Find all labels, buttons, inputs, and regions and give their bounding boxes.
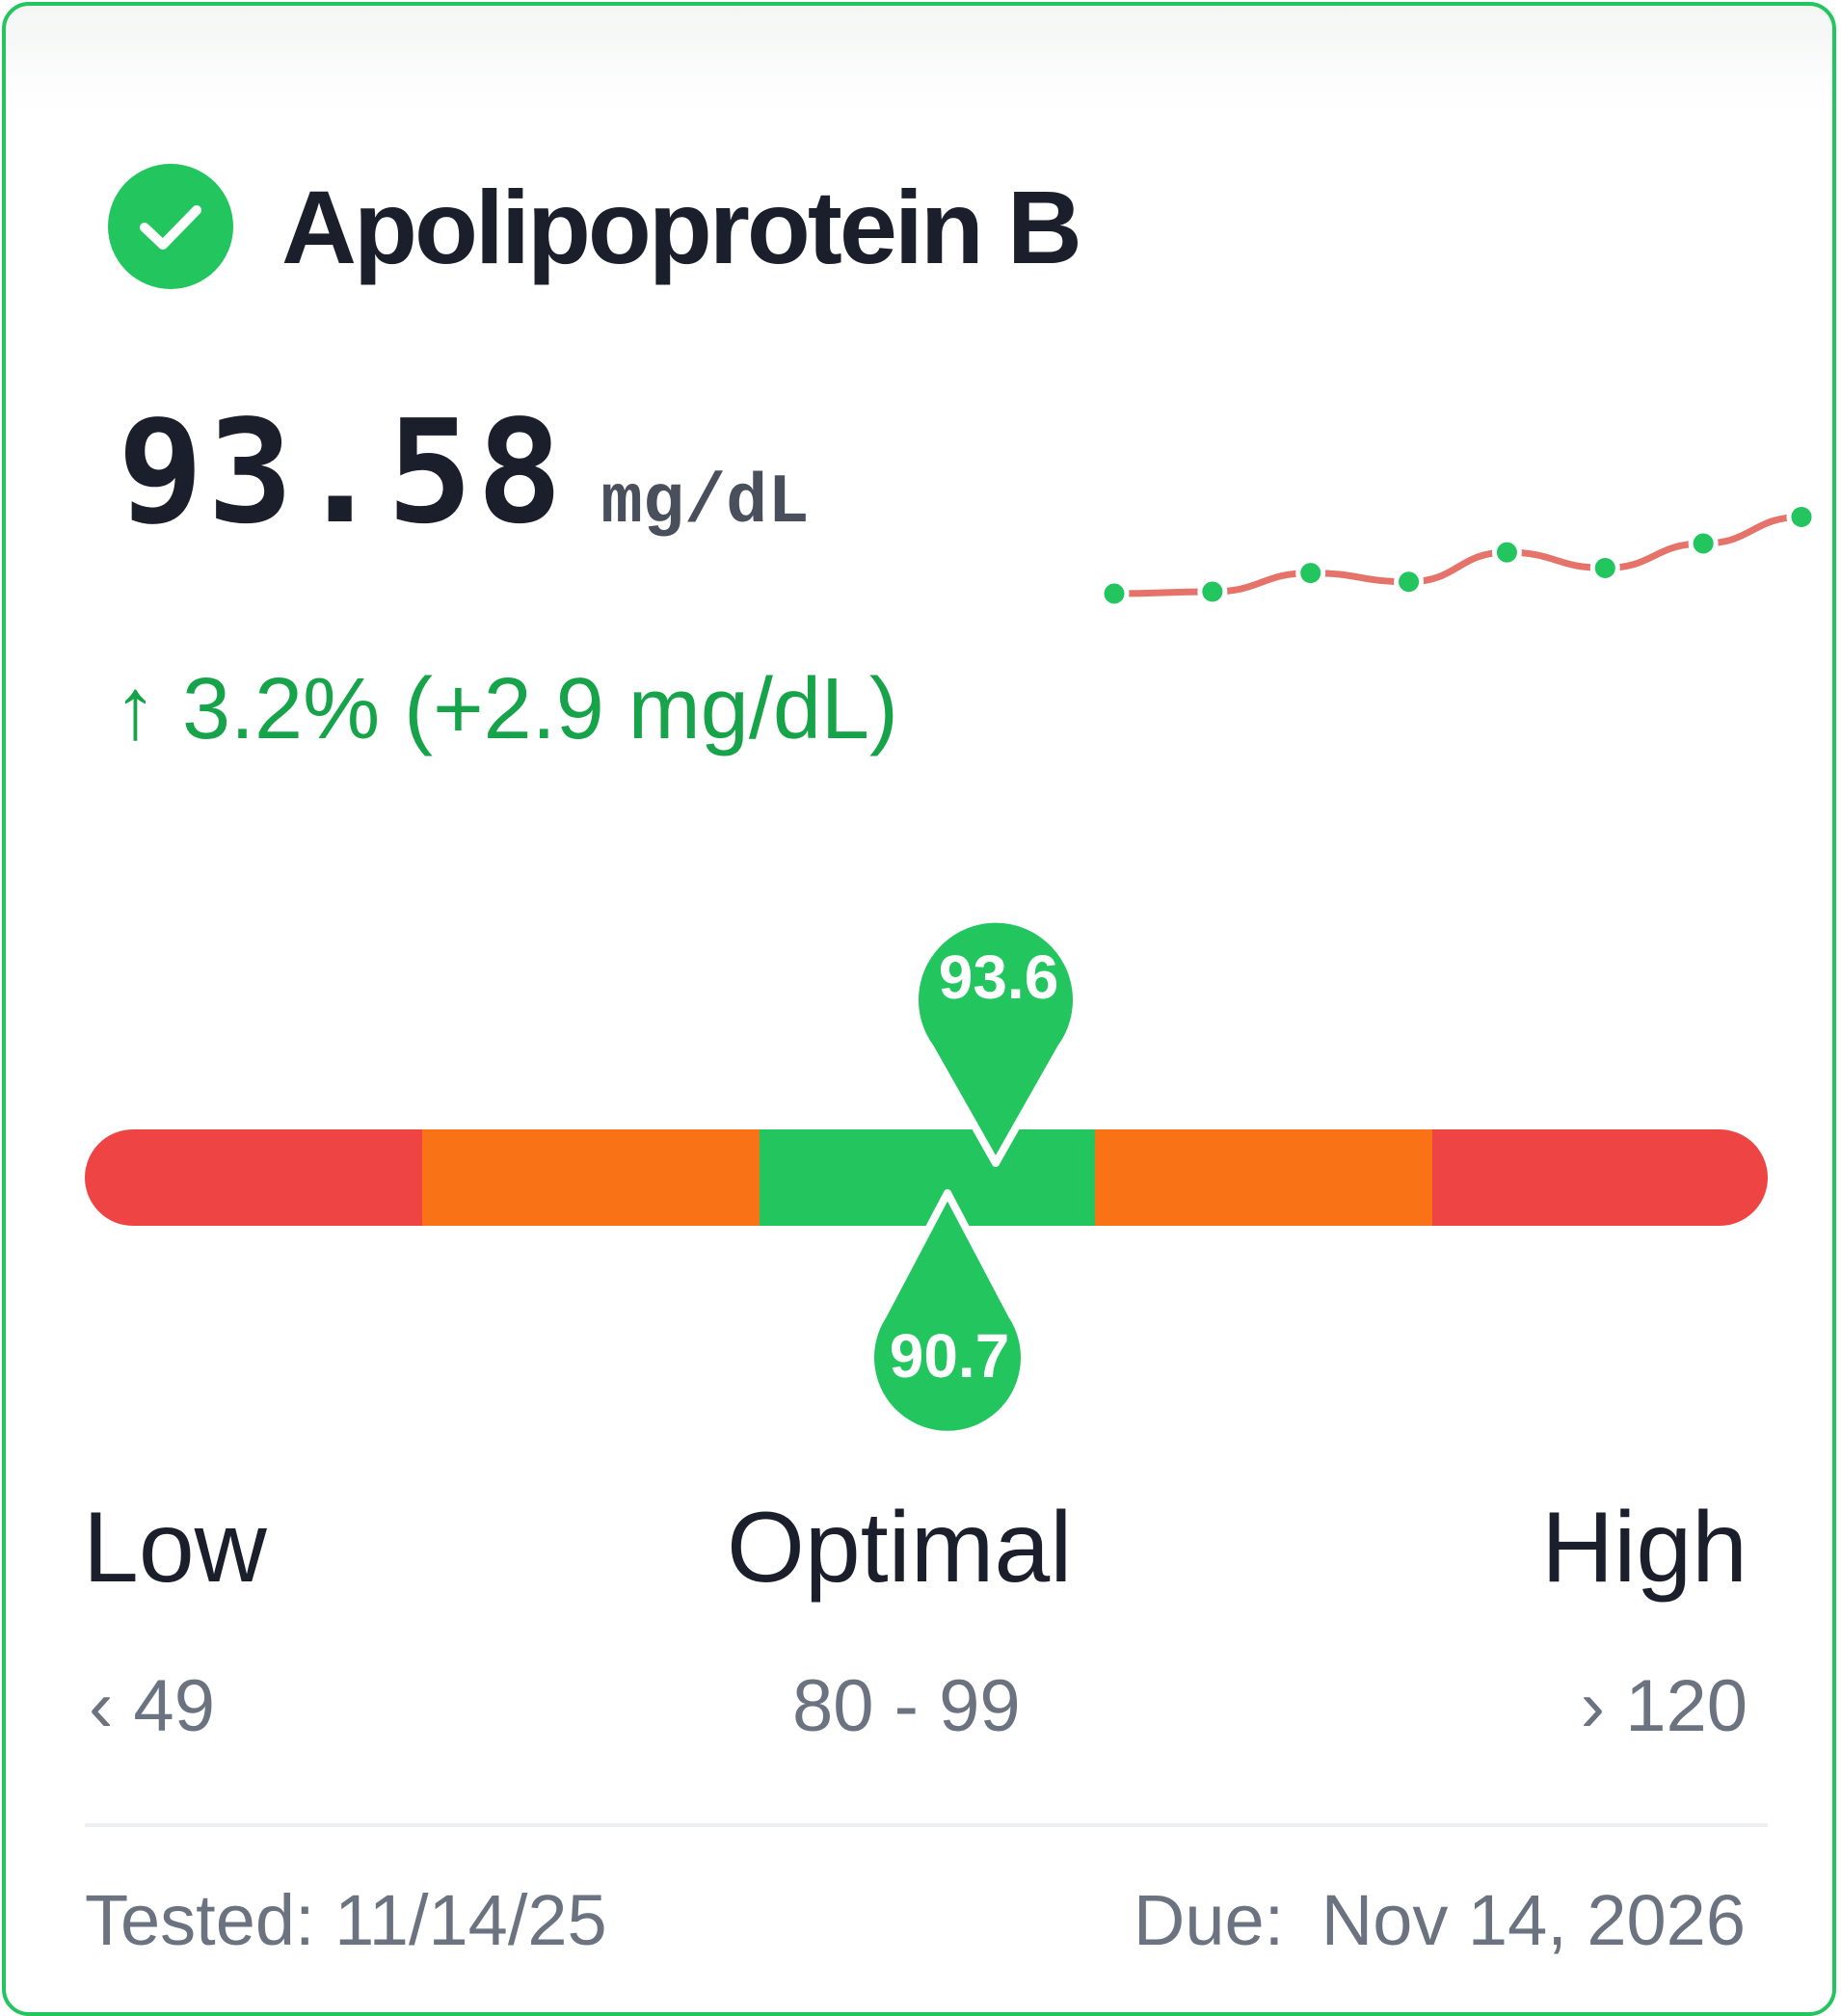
trend-point xyxy=(1786,501,1817,532)
change-indicator: ↑ 3.2% (+2.9 mg/dL) xyxy=(114,661,898,757)
trend-point xyxy=(1099,578,1130,609)
due-date: Nov 14, 2026 xyxy=(1321,1880,1746,1960)
current-value-pin[interactable]: 93.6 xyxy=(911,915,1081,1167)
due-label: Due: xyxy=(1133,1880,1285,1960)
band-label-high: High xyxy=(1541,1492,1748,1604)
range-segments xyxy=(85,1129,1768,1226)
trend-point xyxy=(1295,558,1326,589)
band-label-low: Low xyxy=(83,1492,267,1604)
band-range-optimal: 80 - 99 xyxy=(792,1665,1021,1747)
segment-high-red xyxy=(1432,1129,1768,1226)
tested-date: Tested: 11/14/25 xyxy=(85,1880,607,1960)
segment-optimal xyxy=(760,1129,1095,1226)
trend-point xyxy=(1197,576,1228,607)
trend-sparkline[interactable] xyxy=(1093,459,1826,623)
band-label-optimal: Optimal xyxy=(727,1492,1073,1604)
band-range-low: ‹ 49 xyxy=(89,1665,215,1747)
trend-point xyxy=(1491,537,1522,568)
segment-high-orange xyxy=(1095,1129,1432,1226)
biomarker-title: Apolipoprotein B xyxy=(281,169,1082,285)
due-date-row: Due: Nov 14, 2026 xyxy=(1134,1877,1746,1964)
band-range-high: › 120 xyxy=(1580,1665,1748,1747)
previous-value-pin[interactable]: 90.7 xyxy=(867,1189,1028,1439)
current-pin-label: 93.6 xyxy=(939,942,1059,1012)
current-value: 93.58 xyxy=(118,389,567,555)
divider xyxy=(85,1823,1768,1827)
up-arrow-icon: ↑ xyxy=(114,661,157,757)
trend-point xyxy=(1688,528,1719,559)
trend-point xyxy=(1589,552,1620,583)
value-row: 93.58 mg/dL xyxy=(118,395,810,549)
change-text: 3.2% (+2.9 mg/dL) xyxy=(182,661,898,757)
segment-low-orange xyxy=(422,1129,760,1226)
range-bar: 93.6 90.7 xyxy=(85,915,1768,1439)
segment-low-red xyxy=(85,1129,422,1226)
trend-point xyxy=(1394,567,1425,597)
previous-pin-label: 90.7 xyxy=(890,1321,1010,1391)
check-circle-icon xyxy=(108,164,233,289)
value-unit: mg/dL xyxy=(600,464,810,543)
